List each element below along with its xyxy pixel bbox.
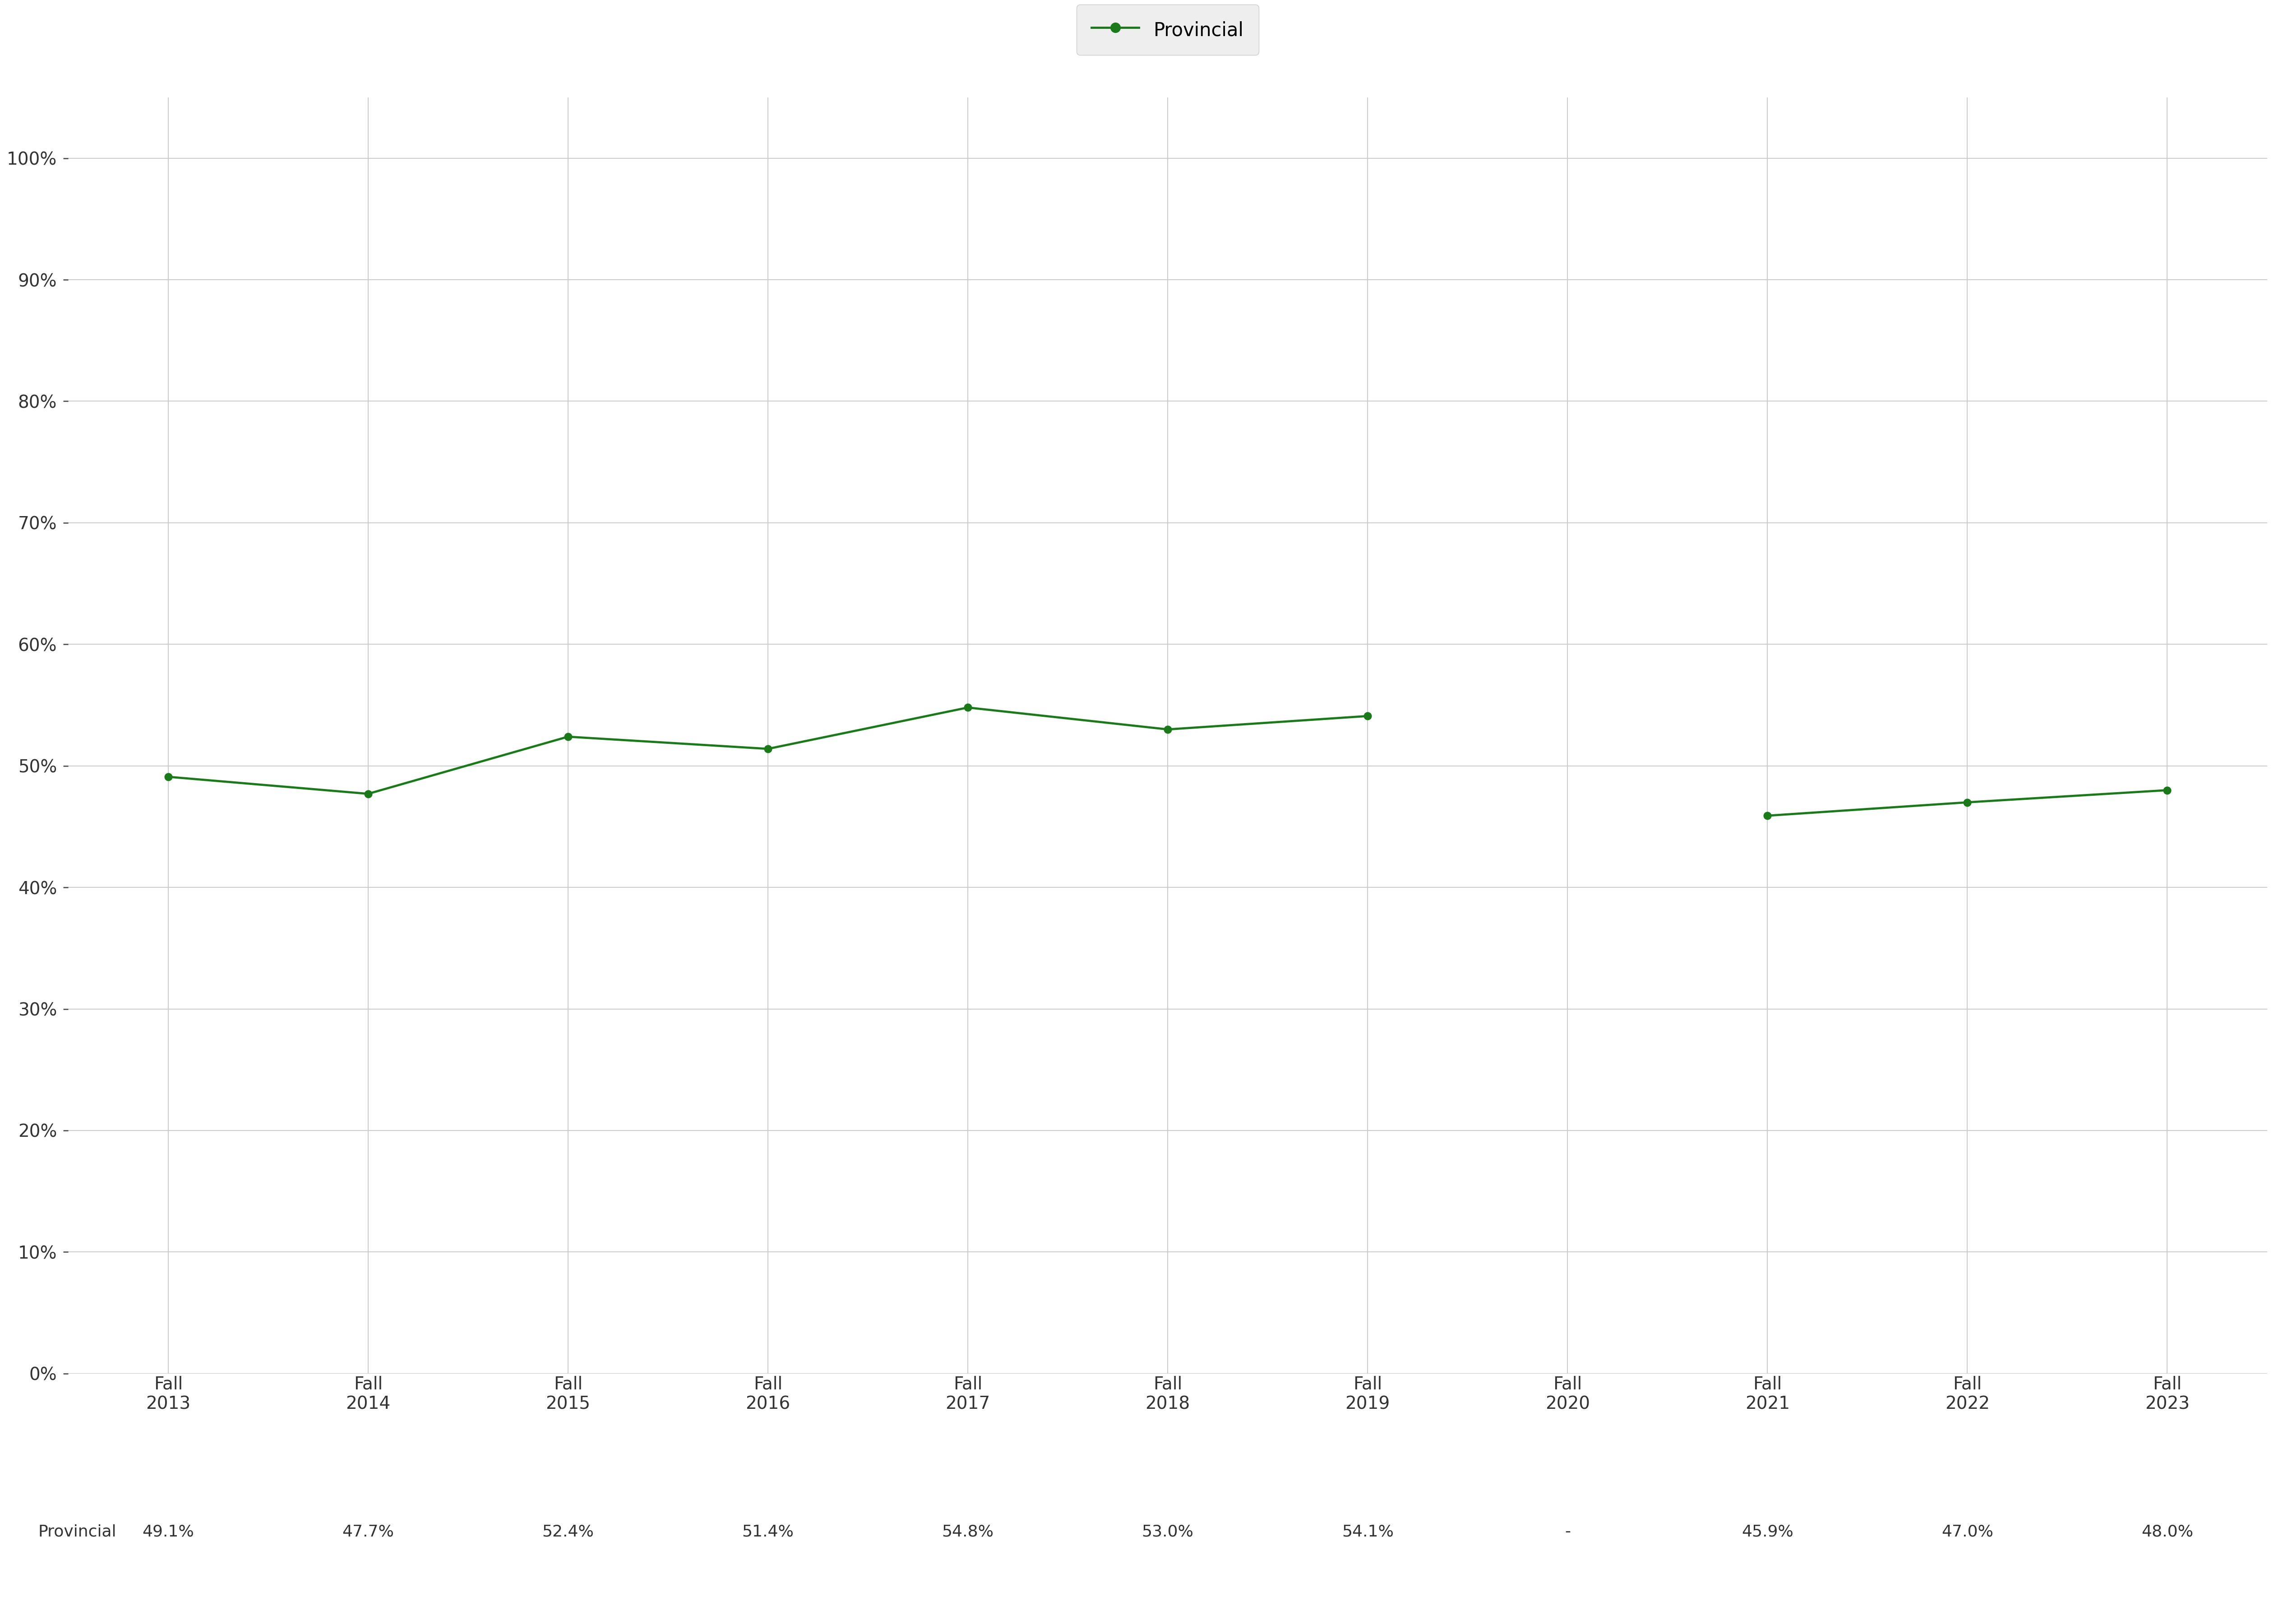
- Text: 53.0%: 53.0%: [1142, 1523, 1194, 1540]
- Text: 51.4%: 51.4%: [741, 1523, 794, 1540]
- Text: 47.0%: 47.0%: [1942, 1523, 1994, 1540]
- Text: Provincial: Provincial: [39, 1523, 116, 1540]
- Text: 47.7%: 47.7%: [341, 1523, 393, 1540]
- Text: 54.8%: 54.8%: [941, 1523, 994, 1540]
- Text: 54.1%: 54.1%: [1342, 1523, 1394, 1540]
- Text: 49.1%: 49.1%: [143, 1523, 193, 1540]
- Text: 52.4%: 52.4%: [541, 1523, 594, 1540]
- Legend: Provincial: Provincial: [1076, 5, 1260, 55]
- Text: 48.0%: 48.0%: [2142, 1523, 2192, 1540]
- Text: 45.9%: 45.9%: [1742, 1523, 1794, 1540]
- Text: -: -: [1565, 1523, 1571, 1540]
